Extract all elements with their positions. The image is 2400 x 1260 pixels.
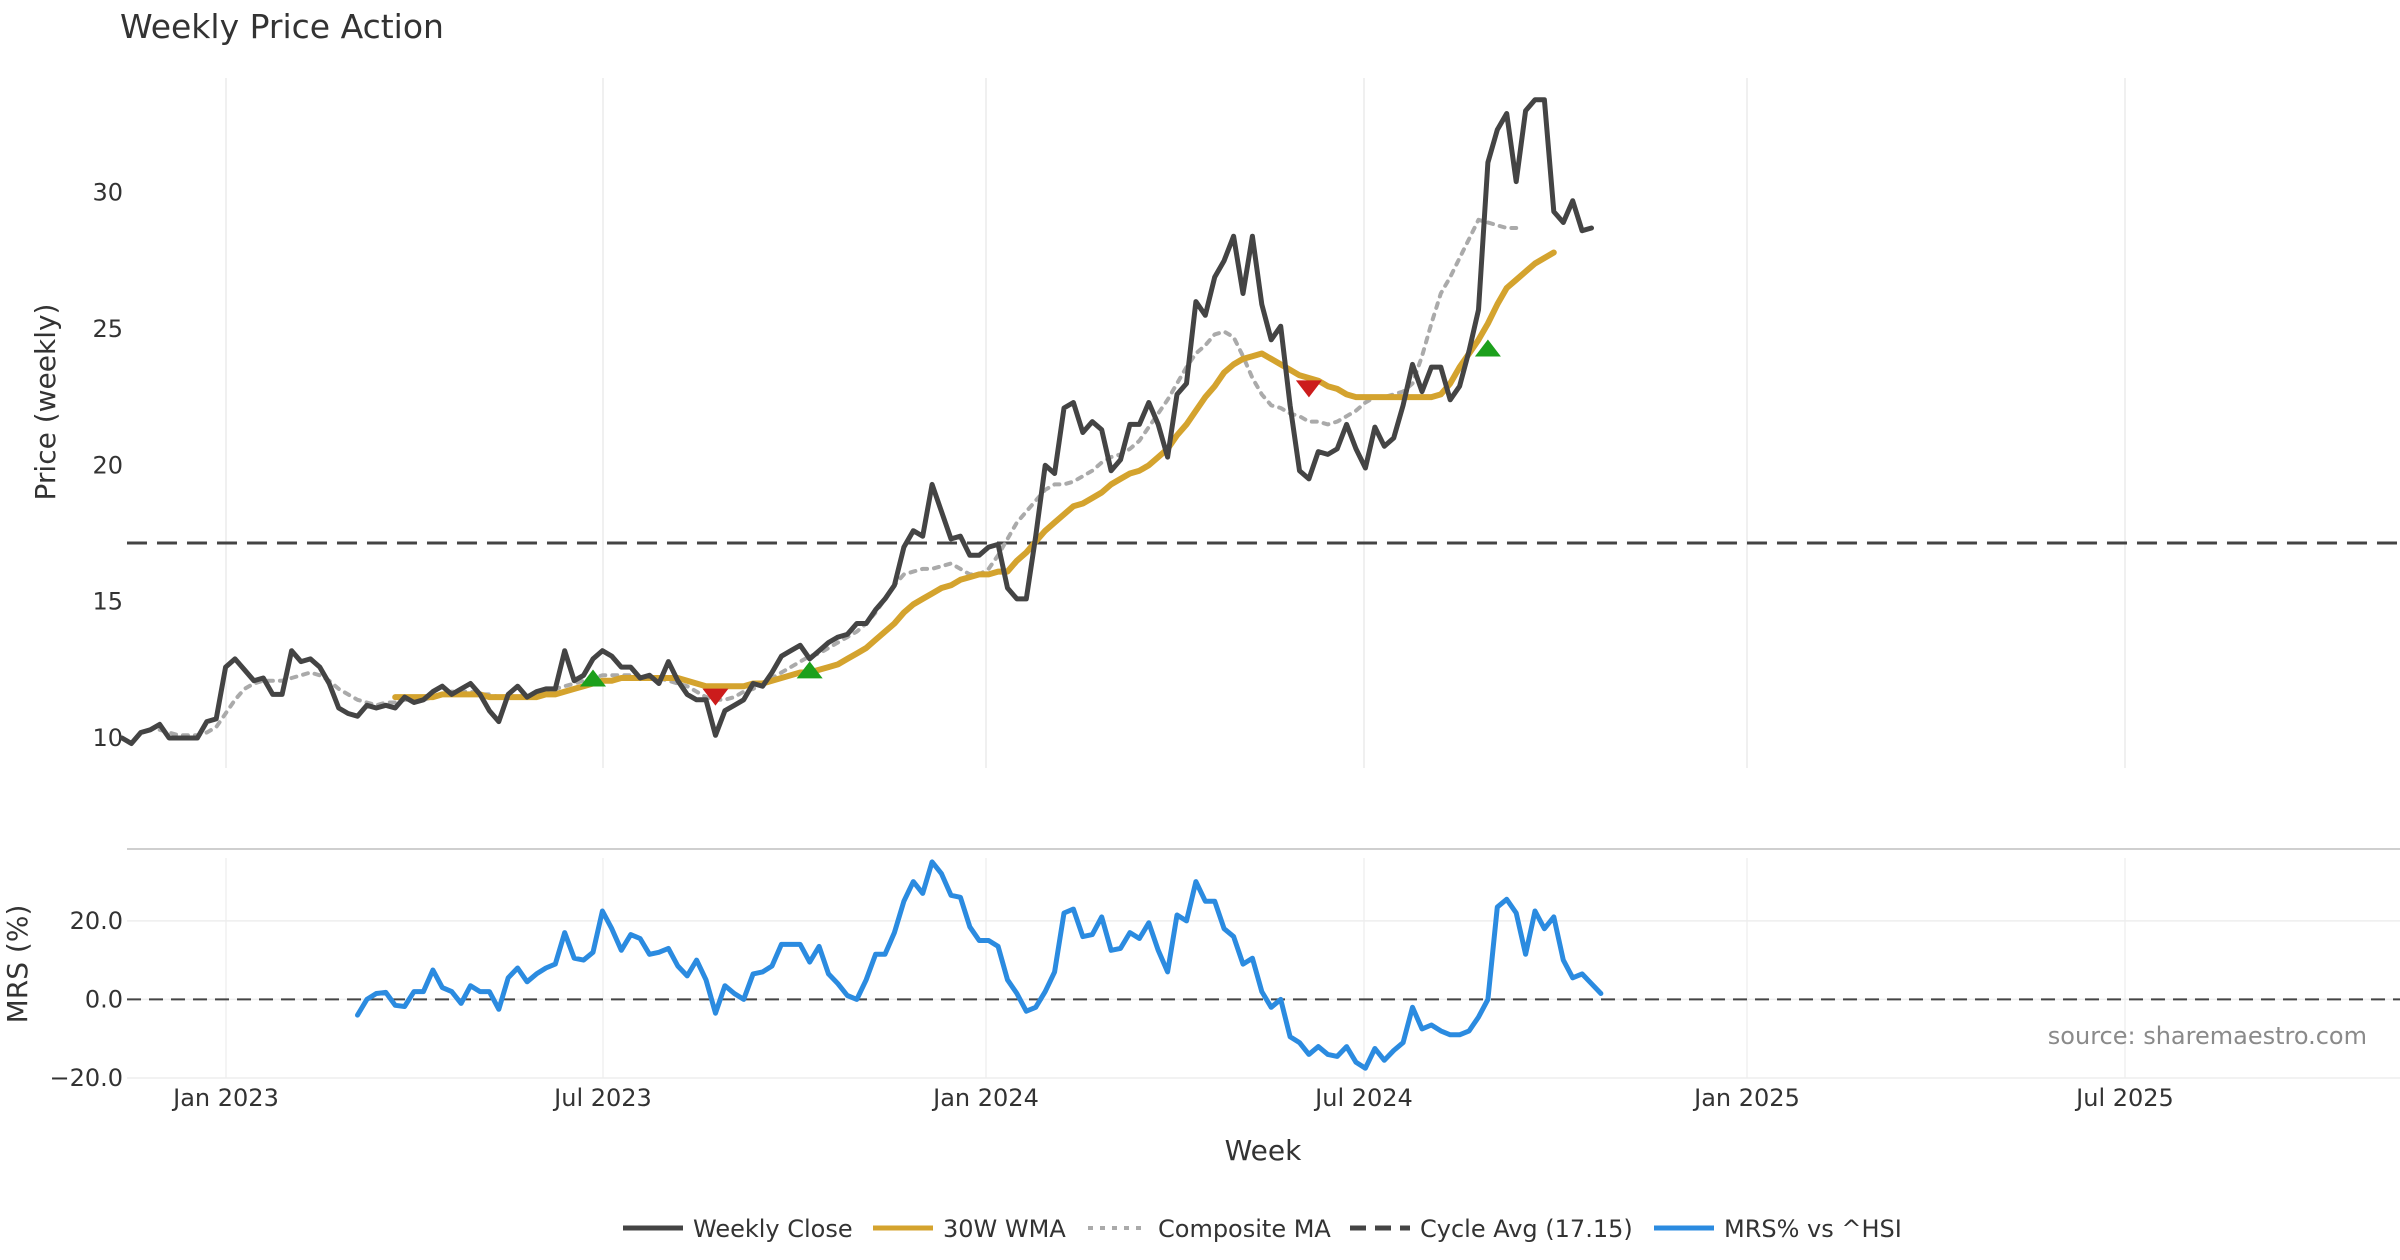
sell-signal-1 xyxy=(702,688,729,706)
buy-signal-2 xyxy=(796,661,823,679)
price-y-ticks: 10 15 20 25 30 xyxy=(92,179,123,752)
series-composite-ma xyxy=(157,217,1519,738)
series-weekly-close xyxy=(119,97,1594,746)
mrs-y-axis-label: MRS (%) xyxy=(1,905,34,1024)
price-y-tick-30: 30 xyxy=(92,179,123,207)
price-y-tick-25: 25 xyxy=(92,315,123,343)
price-y-tick-10: 10 xyxy=(92,724,123,752)
legend-label-cycle-avg-17-15: Cycle Avg (17.15) xyxy=(1420,1215,1633,1243)
x-tick-jan-2025: Jan 2025 xyxy=(1692,1084,1800,1112)
x-tick-jul-2023: Jul 2023 xyxy=(552,1084,652,1112)
signal-markers xyxy=(580,339,1501,706)
x-axis-label: Week xyxy=(1225,1134,1302,1167)
legend-label-30w-wma: 30W WMA xyxy=(943,1215,1066,1243)
chart-title: Weekly Price Action xyxy=(120,7,444,46)
x-ticks: Jan 2023 Jul 2023 Jan 2024 Jul 2024 Jan 2025… xyxy=(171,1084,2174,1112)
buy-signal-4 xyxy=(1474,339,1501,357)
series-mrs-vs-hsi xyxy=(355,859,1604,1071)
source-annotation: source: sharemaestro.com xyxy=(2048,1022,2367,1050)
price-gridlines xyxy=(225,78,2126,768)
mrs-y-tick-2: −20.0 xyxy=(49,1064,123,1092)
x-tick-jan-2023: Jan 2023 xyxy=(171,1084,279,1112)
x-tick-jul-2025: Jul 2025 xyxy=(2074,1084,2174,1112)
legend-label-composite-ma: Composite MA xyxy=(1158,1215,1331,1243)
price-y-tick-20: 20 xyxy=(92,451,123,479)
series-30w-wma xyxy=(392,249,1557,701)
mrs-y-ticks: 20.0 0.0 −20.0 xyxy=(49,907,123,1092)
legend: Weekly Close 30W WMA Composite MA Cycle Avg… xyxy=(623,1215,1902,1243)
x-tick-jul-2024: Jul 2024 xyxy=(1313,1084,1413,1112)
legend-label-weekly-close: Weekly Close xyxy=(693,1215,853,1243)
legend-label-mrs-vs-hsi: MRS% vs ^HSI xyxy=(1724,1215,1902,1243)
price-series-group xyxy=(119,97,1594,746)
price-y-tick-15: 15 xyxy=(92,588,123,616)
mrs-y-tick-0: 20.0 xyxy=(70,907,123,935)
mrs-series-group xyxy=(355,859,1604,1071)
mrs-y-tick-1: 0.0 xyxy=(85,985,123,1013)
buy-signal-0 xyxy=(580,669,606,687)
x-tick-jan-2024: Jan 2024 xyxy=(931,1084,1039,1112)
price-y-axis-label: Price (weekly) xyxy=(29,304,62,501)
sell-signal-3 xyxy=(1295,380,1322,398)
